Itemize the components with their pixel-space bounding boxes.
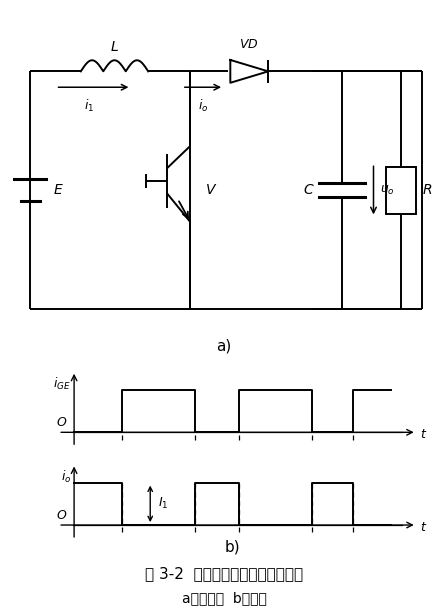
Text: $i_1$: $i_1$	[84, 98, 95, 115]
Text: $t$: $t$	[420, 428, 427, 441]
Text: $I_1$: $I_1$	[158, 497, 168, 511]
Text: a）电路图  b）波形: a）电路图 b）波形	[181, 592, 267, 606]
Text: b): b)	[225, 539, 241, 554]
Text: $i_{GE}$: $i_{GE}$	[53, 376, 71, 392]
FancyBboxPatch shape	[386, 167, 416, 214]
Text: $i_o$: $i_o$	[198, 98, 208, 115]
Text: $i_o$: $i_o$	[60, 468, 71, 484]
Text: $R$: $R$	[422, 184, 432, 197]
Text: $t$: $t$	[420, 521, 427, 534]
Text: $VD$: $VD$	[240, 38, 259, 51]
Text: $E$: $E$	[53, 184, 64, 197]
Text: $L$: $L$	[110, 40, 119, 54]
Text: $O$: $O$	[56, 416, 68, 429]
Text: $u_o$: $u_o$	[380, 184, 395, 197]
Text: a): a)	[216, 339, 232, 354]
Text: $V$: $V$	[205, 184, 217, 197]
Text: 图 3-2  升压斩波电路及其工作波形: 图 3-2 升压斩波电路及其工作波形	[145, 566, 303, 581]
Text: $O$: $O$	[56, 509, 68, 522]
Text: $C$: $C$	[303, 184, 314, 197]
